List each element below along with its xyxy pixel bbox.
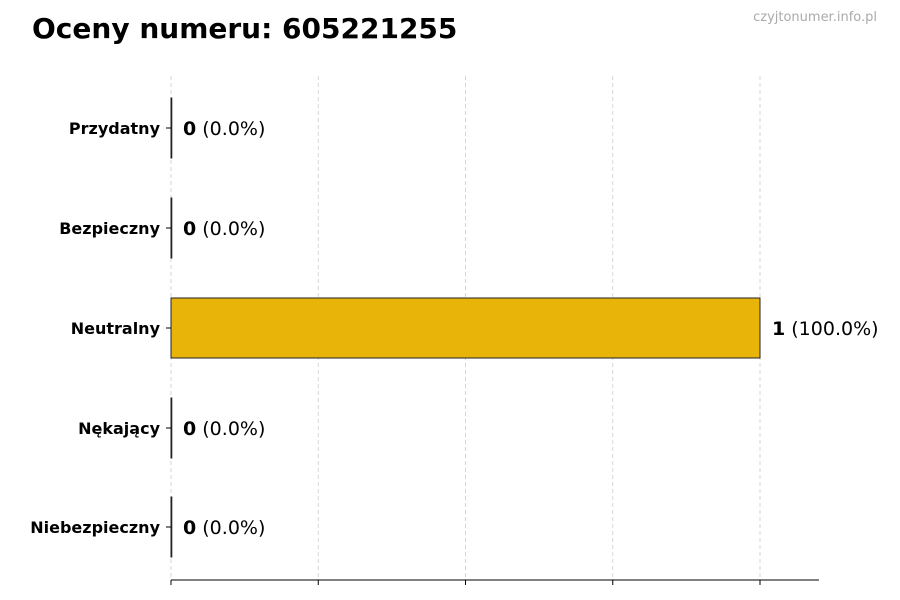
category-label: Bezpieczny xyxy=(59,219,160,238)
value-label: 0 xyxy=(183,118,196,140)
category-label: Niebezpieczny xyxy=(30,518,160,537)
data-label: 0 (0.0%) xyxy=(183,418,265,440)
value-label: 0 xyxy=(183,418,196,440)
category-label: Nękający xyxy=(78,419,160,438)
category-label: Neutralny xyxy=(71,319,161,338)
category-label: Przydatny xyxy=(69,119,161,138)
data-label: 0 (0.0%) xyxy=(183,118,265,140)
data-label: 0 (0.0%) xyxy=(183,218,265,240)
bar xyxy=(170,397,173,459)
bar xyxy=(170,297,761,359)
value-label: 0 xyxy=(183,218,196,240)
bar xyxy=(170,496,173,558)
watermark: czyjtonumer.info.pl xyxy=(753,10,877,25)
bar xyxy=(170,197,173,259)
data-label: 0 (0.0%) xyxy=(183,517,265,539)
percent-label: (0.0%) xyxy=(196,218,265,240)
data-label: 1 (100.0%) xyxy=(772,318,879,340)
percent-label: (100.0%) xyxy=(785,318,878,340)
value-label: 1 xyxy=(772,318,785,340)
chart-title: Oceny numeru: 605221255 xyxy=(32,12,458,45)
percent-label: (0.0%) xyxy=(196,418,265,440)
percent-label: (0.0%) xyxy=(196,517,265,539)
bar xyxy=(170,97,173,159)
value-label: 0 xyxy=(183,517,196,539)
percent-label: (0.0%) xyxy=(196,118,265,140)
